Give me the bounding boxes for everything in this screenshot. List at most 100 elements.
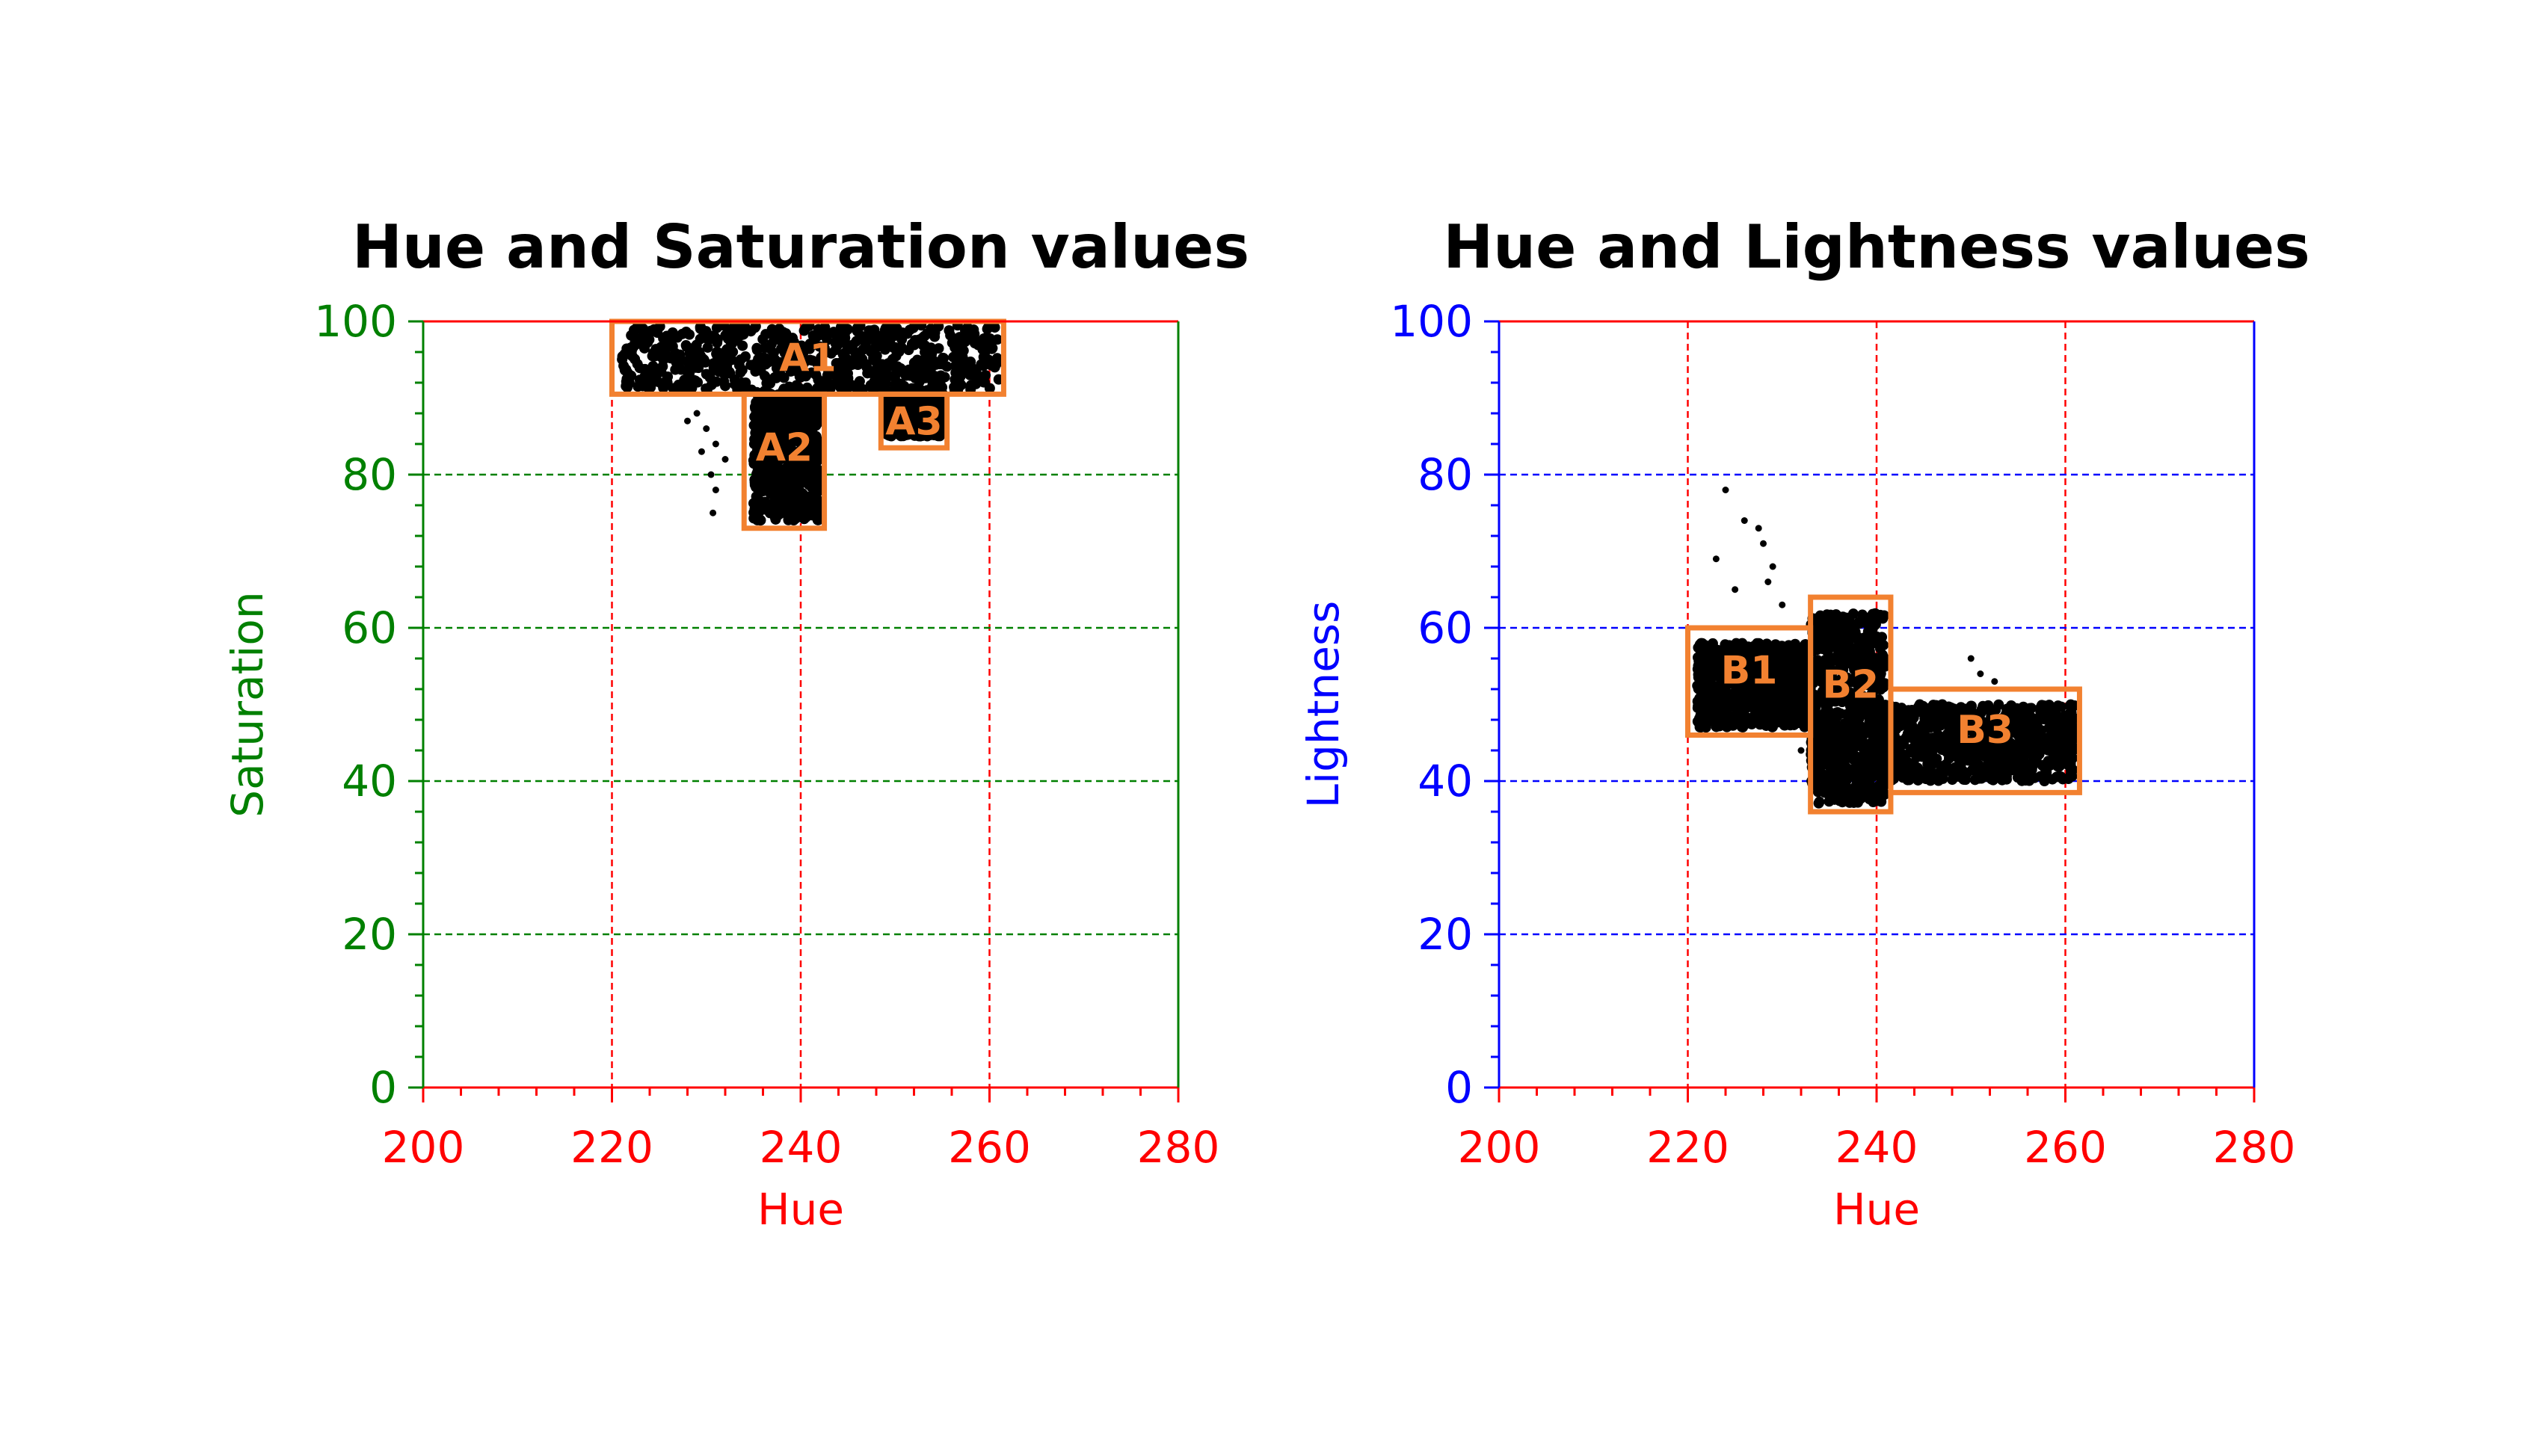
data-point <box>1854 647 1865 658</box>
data-point <box>789 428 800 439</box>
outlier-point <box>1779 601 1786 608</box>
data-point <box>1932 732 1943 744</box>
data-point <box>1902 774 1913 786</box>
data-point <box>713 366 724 377</box>
data-point <box>720 380 731 392</box>
data-point <box>805 407 816 419</box>
data-point <box>775 438 786 449</box>
point-cluster-1 <box>617 320 1004 396</box>
data-point <box>757 354 768 365</box>
region-label-b2: B2 <box>1822 663 1879 708</box>
data-point <box>716 357 727 368</box>
data-point <box>871 342 882 353</box>
point-cluster-3 <box>880 385 948 442</box>
data-point <box>617 351 628 362</box>
data-point <box>668 383 679 394</box>
data-point <box>884 324 895 335</box>
data-point <box>708 358 719 369</box>
data-point <box>794 457 805 468</box>
data-point <box>1837 611 1848 623</box>
data-point <box>728 334 739 345</box>
y-tick-label: 80 <box>1418 449 1473 500</box>
outlier-point <box>684 417 691 425</box>
data-point <box>918 364 929 375</box>
data-point <box>702 342 713 353</box>
data-point <box>686 383 698 394</box>
data-point <box>761 432 772 443</box>
data-point <box>1838 646 1850 657</box>
data-point <box>1821 770 1832 781</box>
region-label-b1: B1 <box>1721 648 1778 693</box>
y-tick-label: 20 <box>1418 909 1473 960</box>
data-point <box>745 326 757 337</box>
data-point <box>1826 724 1837 735</box>
data-point <box>870 354 881 365</box>
data-point <box>729 374 740 385</box>
y-tick-label: 100 <box>314 296 397 347</box>
data-point <box>1796 653 1807 664</box>
data-point <box>1839 718 1850 729</box>
data-point <box>799 498 810 509</box>
x-tick-label: 220 <box>570 1122 653 1173</box>
x-tick-label: 280 <box>1137 1122 1220 1173</box>
data-point <box>973 373 984 384</box>
data-point <box>2055 732 2066 744</box>
data-point <box>2064 771 2075 782</box>
data-point <box>790 509 801 520</box>
data-point <box>1821 616 1832 627</box>
data-point <box>1849 782 1860 793</box>
data-point <box>1992 758 2004 769</box>
y-tick-label: 40 <box>1418 756 1473 806</box>
data-point <box>2021 734 2032 745</box>
outlier-point <box>703 425 710 432</box>
data-point <box>803 479 814 490</box>
data-point <box>1779 675 1791 686</box>
data-point <box>1864 789 1875 800</box>
data-point <box>1923 741 1934 752</box>
data-point <box>817 342 828 354</box>
y-tick-label: 0 <box>1445 1062 1473 1113</box>
data-point <box>772 327 783 338</box>
data-point <box>852 322 864 333</box>
data-point <box>878 360 889 371</box>
data-point <box>766 502 777 513</box>
data-point <box>890 369 902 380</box>
data-point <box>621 373 633 384</box>
data-point <box>630 354 641 365</box>
data-point <box>916 411 927 422</box>
data-point <box>2014 722 2025 733</box>
data-point <box>1766 716 1777 727</box>
data-point <box>760 329 772 340</box>
data-point <box>965 368 976 380</box>
data-point <box>1904 747 1915 758</box>
data-point <box>751 481 762 493</box>
outlier-point <box>698 448 705 455</box>
data-point <box>819 379 831 390</box>
data-point <box>904 324 915 336</box>
data-point <box>775 335 786 346</box>
data-point <box>2052 756 2063 767</box>
data-point <box>624 345 635 356</box>
data-point <box>1694 641 1705 653</box>
data-point <box>846 380 857 392</box>
outlier-point <box>693 410 701 417</box>
data-point <box>1784 704 1795 715</box>
data-point <box>656 379 668 390</box>
data-point <box>768 348 779 359</box>
data-point <box>1947 774 1958 786</box>
data-point <box>899 396 911 407</box>
data-point <box>1925 756 1936 767</box>
data-point <box>750 434 761 445</box>
data-point <box>646 372 657 383</box>
data-point <box>1895 721 1906 732</box>
data-point <box>954 334 965 345</box>
data-point <box>2012 772 2023 783</box>
data-point <box>929 327 941 339</box>
outlier-point <box>1977 670 1984 677</box>
outlier-point <box>1797 747 1805 754</box>
data-point <box>628 324 639 336</box>
outlier-point <box>1755 525 1762 532</box>
data-point <box>1814 720 1825 731</box>
x-tick-label: 260 <box>948 1122 1031 1173</box>
data-point <box>1714 714 1725 725</box>
